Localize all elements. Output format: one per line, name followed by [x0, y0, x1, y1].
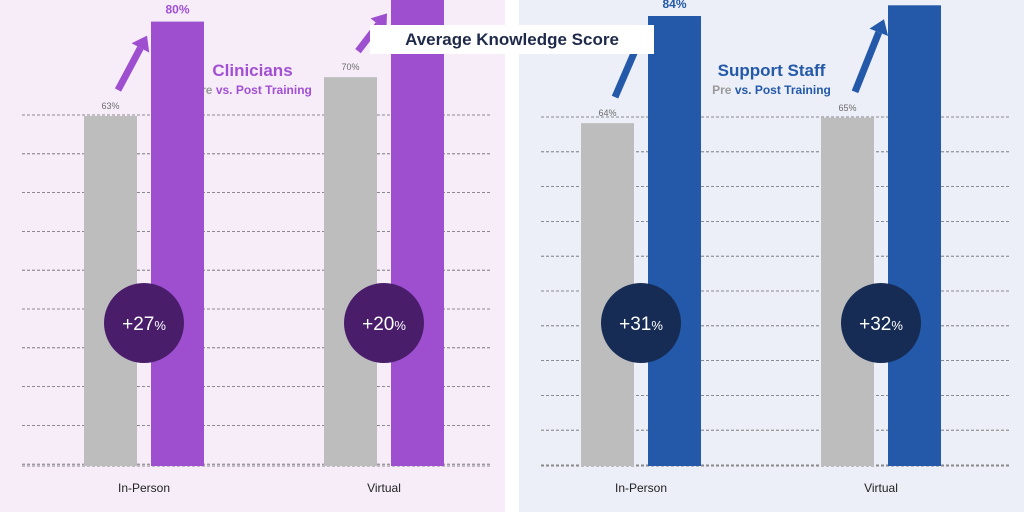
clinicians-change-badge — [344, 283, 424, 363]
clinicians-pre-value-label: 70% — [341, 62, 359, 72]
clinicians-subtitle-rest: vs. Post Training — [215, 83, 312, 97]
clinicians-pre-bar — [324, 77, 377, 467]
support-staff-subtitle: Pre vs. Post Training — [519, 83, 1024, 97]
clinicians-title: Clinicians — [212, 61, 293, 80]
support-staff-change-badge — [841, 283, 921, 363]
clinicians-category-label: In-Person — [118, 481, 170, 495]
support-staff-change-label: +31% — [619, 314, 663, 335]
support-staff-subtitle-rest: vs. Post Training — [734, 83, 831, 97]
support-staff-increase-arrow — [851, 30, 883, 94]
clinicians-category-label: Virtual — [367, 481, 401, 495]
support-staff-post-bar — [648, 16, 701, 467]
clinicians-pre-value-label: 63% — [101, 101, 119, 111]
support-staff-post-bar — [888, 5, 941, 466]
support-staff-category-label: In-Person — [615, 481, 667, 495]
support-staff-change-badge — [601, 283, 681, 363]
support-staff-subtitle-pre: Pre — [712, 83, 732, 97]
clinicians-panel: Clinicians Pre vs. Post Training 63%80%+… — [0, 0, 505, 512]
support-staff-pre-value-label: 65% — [838, 103, 856, 113]
clinicians-change-label: +20% — [362, 314, 406, 335]
clinicians-increase-arrow-head — [131, 35, 150, 53]
support-staff-panel: Support Staff Pre vs. Post Training 64% 8… — [519, 0, 1024, 512]
clinicians-post-bar — [391, 0, 444, 466]
clinicians-post-bar — [151, 21, 204, 466]
main-title: Average Knowledge Score — [370, 25, 654, 54]
clinicians-change-badge — [104, 283, 184, 363]
clinicians-change-label: +27% — [122, 314, 166, 335]
support-staff-change-label: +32% — [859, 314, 903, 335]
support-staff-post-value-label: 84% — [662, 0, 686, 11]
support-staff-increase-arrow-head — [869, 19, 889, 37]
clinicians-post-value-label: 80% — [165, 3, 189, 17]
support-staff-title: Support Staff — [717, 61, 826, 80]
support-staff-pre-value-label: 64% — [598, 108, 616, 118]
clinicians-increase-arrow — [114, 46, 144, 92]
support-staff-category-label: Virtual — [864, 481, 898, 495]
